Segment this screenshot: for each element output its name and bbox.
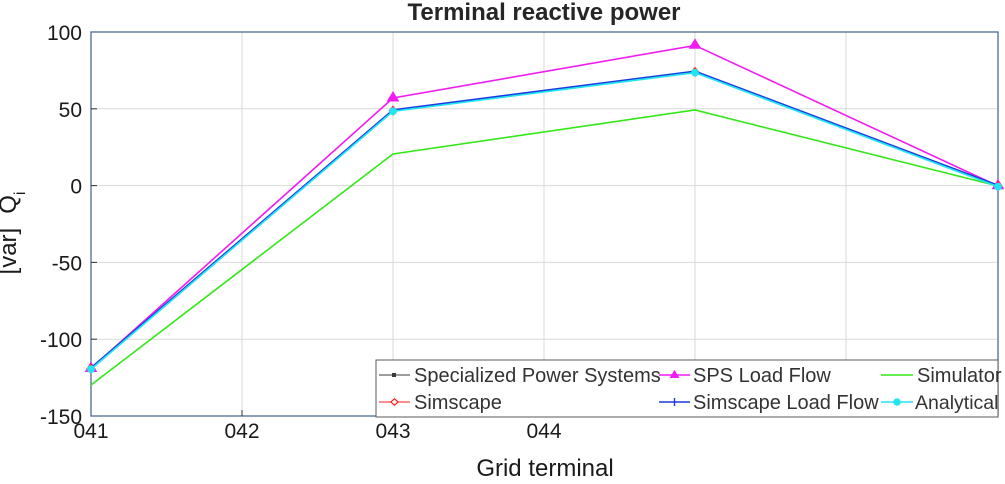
svg-text:042: 042 bbox=[224, 420, 259, 443]
svg-text:50: 50 bbox=[59, 99, 82, 122]
svg-text:Specialized Power Systems: Specialized Power Systems bbox=[414, 365, 661, 387]
svg-text:0: 0 bbox=[70, 176, 82, 199]
svg-text:Simulator: Simulator bbox=[917, 365, 1002, 387]
svg-text:Simscape: Simscape bbox=[414, 392, 502, 414]
svg-text:Terminal reactive power: Terminal reactive power bbox=[408, 0, 681, 26]
svg-text:Analytical: Analytical bbox=[915, 392, 998, 414]
svg-text:SPS Load Flow: SPS Load Flow bbox=[693, 365, 831, 387]
svg-text:044: 044 bbox=[526, 420, 561, 443]
svg-text:Simscape Load Flow: Simscape Load Flow bbox=[693, 392, 879, 414]
svg-text:100: 100 bbox=[47, 22, 82, 45]
svg-text:[var]Qi: [var]Qi bbox=[0, 192, 29, 275]
svg-text:041: 041 bbox=[73, 420, 108, 443]
svg-text:043: 043 bbox=[375, 420, 410, 443]
svg-text:-50: -50 bbox=[52, 252, 82, 275]
svg-text:Grid terminal: Grid terminal bbox=[476, 455, 613, 482]
svg-text:-100: -100 bbox=[40, 329, 82, 352]
